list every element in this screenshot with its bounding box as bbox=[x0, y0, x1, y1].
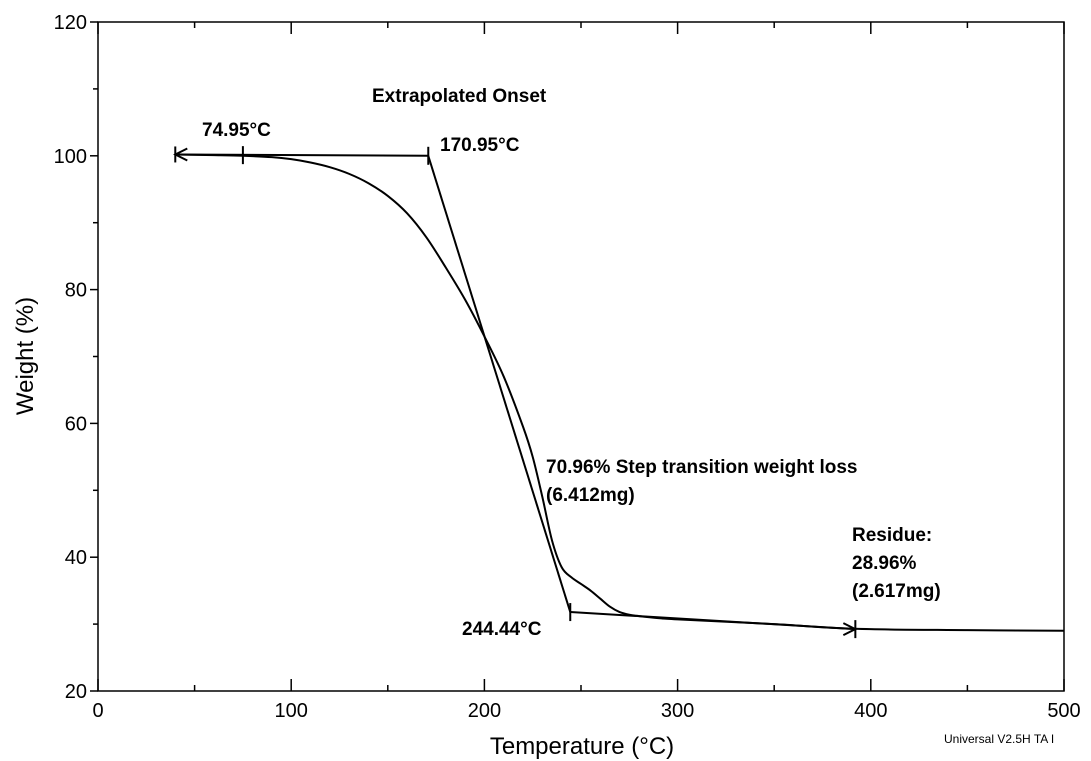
onset-title-label: Extrapolated Onset bbox=[372, 86, 547, 107]
x-tick-label: 500 bbox=[1047, 700, 1080, 722]
step-loss-label: 70.96% Step transition weight loss bbox=[546, 457, 857, 478]
y-tick-label: 60 bbox=[65, 413, 87, 435]
tangent-line bbox=[427, 155, 572, 613]
construction-markers bbox=[241, 146, 857, 639]
y-tick-label: 40 bbox=[65, 547, 87, 569]
start-temp-label: 74.95°C bbox=[202, 120, 271, 141]
x-tick-label: 300 bbox=[661, 700, 694, 722]
y-tick-label: 80 bbox=[65, 280, 87, 302]
weight-curve bbox=[175, 153, 1065, 632]
end-temp-label: 244.44°C bbox=[462, 619, 542, 640]
residue-pct-label: 28.96% bbox=[852, 553, 917, 574]
x-tick-label: 400 bbox=[854, 700, 887, 722]
residue-label: Residue: bbox=[852, 525, 932, 546]
residue-mass-label: (2.617mg) bbox=[852, 581, 941, 602]
y-tick-label: 20 bbox=[65, 681, 87, 703]
axis-ticks bbox=[90, 21, 1065, 692]
onset-temp-label: 170.95°C bbox=[440, 135, 520, 156]
y-tick-label: 120 bbox=[54, 12, 87, 34]
x-tick-label: 0 bbox=[92, 700, 103, 722]
x-tick-label: 200 bbox=[468, 700, 501, 722]
y-axis-title: Weight (%) bbox=[12, 297, 39, 415]
software-version-footer: Universal V2.5H TA I bbox=[944, 732, 1054, 746]
plot-frame bbox=[97, 21, 1065, 692]
x-tick-label: 100 bbox=[275, 700, 308, 722]
x-axis-title: Temperature (°C) bbox=[490, 733, 674, 760]
step-mass-label: (6.412mg) bbox=[546, 485, 635, 506]
tick-labels: 0 100 200 300 400 500 20 40 60 80 100 120 bbox=[54, 12, 1081, 722]
y-tick-label: 100 bbox=[54, 146, 87, 168]
